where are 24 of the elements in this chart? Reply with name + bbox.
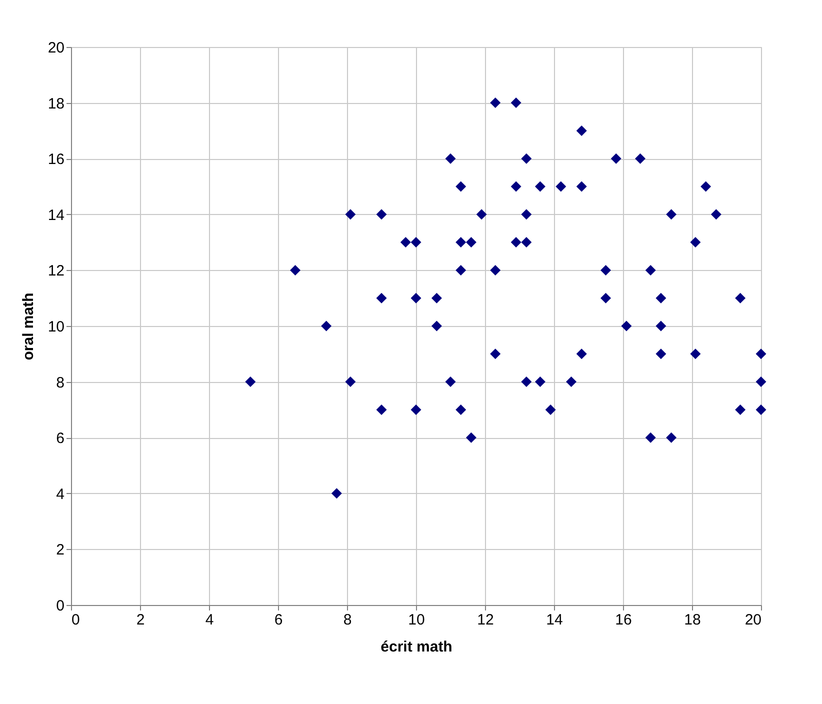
y-axis-title: oral math — [20, 292, 37, 360]
x-tick-label: 0 — [72, 612, 80, 628]
x-tick-label: 16 — [615, 612, 632, 628]
y-tick-label: 12 — [48, 262, 64, 280]
y-tick-label: 16 — [48, 151, 64, 168]
x-tick-label: 8 — [343, 612, 352, 628]
x-axis-title: écrit math — [380, 638, 452, 656]
x-tick-label: 12 — [477, 612, 494, 628]
y-tick-label: 0 — [56, 598, 64, 614]
x-tick-label: 4 — [205, 612, 214, 628]
x-tick-label: 14 — [546, 612, 563, 628]
x-tick-label: 6 — [274, 612, 283, 628]
y-tick-label: 20 — [48, 40, 64, 56]
x-tick-label: 10 — [408, 612, 425, 628]
y-tick-label: 10 — [48, 318, 64, 336]
x-tick-label: 20 — [744, 612, 762, 628]
y-tick-label: 2 — [56, 542, 64, 559]
x-tick-label: 2 — [136, 612, 145, 628]
x-tick-label: 18 — [684, 612, 701, 628]
y-tick-label: 8 — [56, 374, 64, 392]
y-tick-label: 4 — [56, 486, 64, 503]
y-tick-label: 14 — [48, 206, 64, 224]
y-tick-label: 18 — [48, 95, 64, 112]
y-tick-label: 6 — [56, 430, 64, 448]
